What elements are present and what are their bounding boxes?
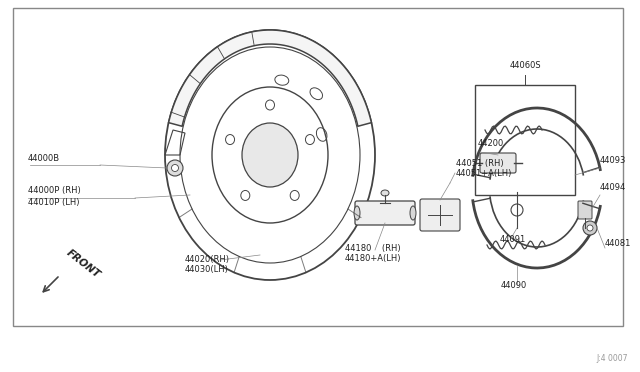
Text: 44020(RH): 44020(RH) bbox=[185, 255, 230, 264]
Text: 44000P (RH): 44000P (RH) bbox=[28, 186, 81, 195]
Ellipse shape bbox=[242, 123, 298, 187]
Bar bbox=[13, 8, 623, 326]
FancyBboxPatch shape bbox=[480, 153, 516, 173]
Ellipse shape bbox=[410, 206, 416, 220]
Text: 44000B: 44000B bbox=[28, 154, 60, 163]
Text: 44093: 44093 bbox=[600, 156, 627, 165]
Text: 44094: 44094 bbox=[600, 183, 627, 192]
Text: 44060S: 44060S bbox=[509, 61, 541, 70]
Text: FRONT: FRONT bbox=[65, 248, 102, 280]
Text: J:4 0007: J:4 0007 bbox=[596, 354, 628, 363]
Ellipse shape bbox=[354, 206, 360, 220]
Ellipse shape bbox=[381, 190, 389, 196]
FancyBboxPatch shape bbox=[578, 201, 592, 219]
Text: 44200: 44200 bbox=[478, 139, 504, 148]
FancyBboxPatch shape bbox=[355, 201, 415, 225]
Text: 44180    (RH): 44180 (RH) bbox=[345, 244, 401, 253]
Text: 44180+A(LH): 44180+A(LH) bbox=[345, 254, 401, 263]
Ellipse shape bbox=[583, 221, 597, 235]
Text: 44051+A(LH): 44051+A(LH) bbox=[456, 169, 513, 178]
Bar bbox=[475, 85, 575, 195]
Text: 44051 (RH): 44051 (RH) bbox=[456, 159, 504, 168]
Text: 44010P (LH): 44010P (LH) bbox=[28, 198, 79, 207]
Text: 44030(LH): 44030(LH) bbox=[185, 265, 229, 274]
Ellipse shape bbox=[172, 164, 179, 171]
Polygon shape bbox=[168, 30, 371, 126]
Text: 44091: 44091 bbox=[500, 235, 526, 244]
FancyBboxPatch shape bbox=[420, 199, 460, 231]
Text: 44081: 44081 bbox=[605, 239, 632, 248]
Ellipse shape bbox=[167, 160, 183, 176]
Ellipse shape bbox=[587, 225, 593, 231]
Text: 44090: 44090 bbox=[501, 281, 527, 290]
